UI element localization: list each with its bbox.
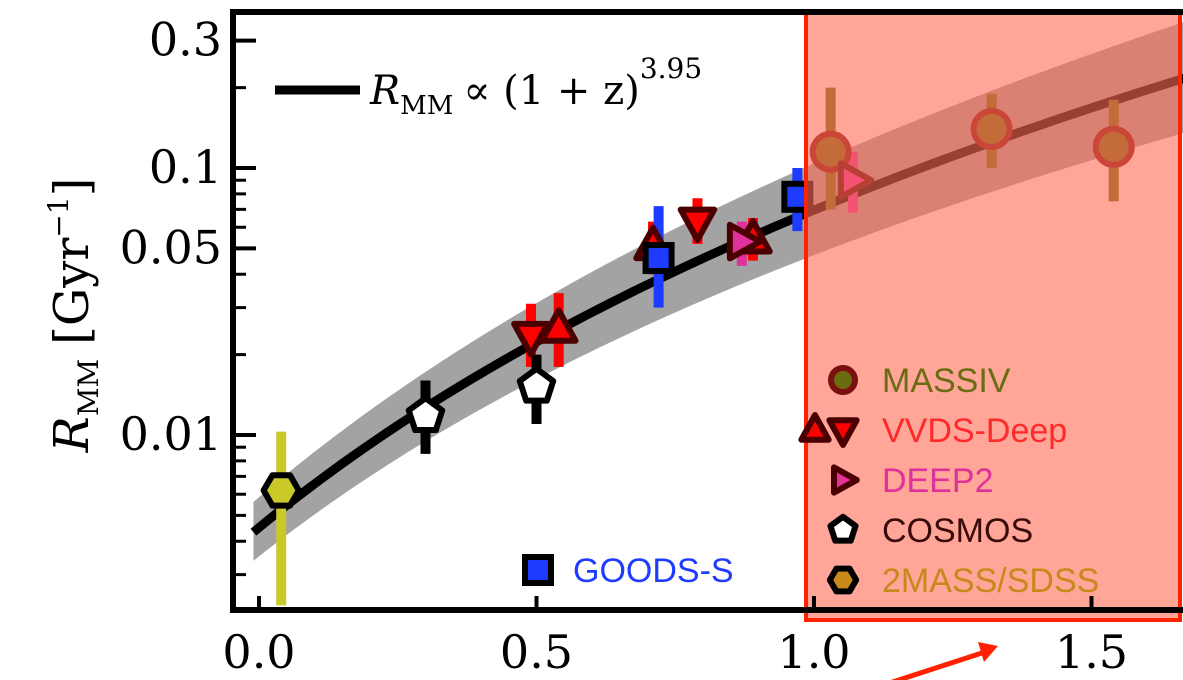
legend: MASSIV VVDS-Deep DEEP2 COSMOS 2MASS/SDSS GOOD…: [522, 362, 1099, 600]
vvds-deep-point-0: [511, 320, 551, 358]
x-tick-label-0: 0.0: [222, 625, 295, 679]
svg-text:RMM[Gyr−1]: RMM[Gyr−1]: [42, 178, 105, 454]
legend-marker-vvds-up: [798, 412, 832, 443]
legend-marker-goods-s: [522, 554, 554, 586]
arrow-shaft: [890, 649, 986, 680]
legend-label-vvds-deep: VVDS-Deep: [882, 412, 1067, 450]
x-tick-label-3: 1.5: [1055, 625, 1128, 679]
legend-label-cosmos: COSMOS: [882, 512, 1033, 550]
cosmos-point-1: [516, 365, 557, 404]
x-tick-label-2: 1.0: [777, 625, 850, 679]
vvds-deep-point-1: [538, 307, 579, 344]
legend-label-deep2: DEEP2: [882, 462, 994, 500]
goods-s-point-0: [642, 242, 675, 275]
legend-marker-2mass-sdss: [826, 565, 860, 595]
deep2-point-0: [726, 221, 764, 262]
y-tick-label-3: 0.3: [149, 13, 222, 67]
y-axis-label: RMM[Gyr−1]: [42, 178, 105, 454]
y-tick-label-2: 0.1: [149, 140, 222, 194]
cosmos-point-0: [405, 395, 446, 434]
y-tick-label-1: 0.05: [120, 220, 222, 274]
fit-legend: RMM ∝ (1 + z)3.95: [275, 52, 702, 121]
vvds-deep-point-3: [677, 206, 718, 243]
2mass-sdss-point-0: [260, 472, 302, 509]
fit-formula: RMM ∝ (1 + z)3.95: [369, 52, 702, 121]
legend-label-2mass-sdss: 2MASS/SDSS: [882, 562, 1099, 600]
y-tick-label-0: 0.01: [120, 407, 222, 461]
legend-marker-cosmos: [827, 513, 859, 544]
tick-layer: 0.0 0.5 1.0 1.5 0.01 0.05 0.1 0.3: [120, 13, 1129, 679]
x-tick-label-1: 0.5: [500, 625, 573, 679]
arrow-head: [978, 642, 998, 662]
legend-marker-massiv: [828, 365, 858, 395]
legend-label-goods-s: GOODS-S: [573, 552, 734, 590]
highlight-arrow: [890, 642, 998, 680]
legend-label-massiv: MASSIV: [882, 362, 1011, 400]
plot-area: 0.0 0.5 1.0 1.5 0.01 0.05 0.1 0.3: [120, 9, 1183, 679]
plot-frame: [230, 9, 1183, 613]
legend-marker-deep2: [831, 464, 860, 496]
legend-marker-vvds-down: [826, 417, 860, 448]
